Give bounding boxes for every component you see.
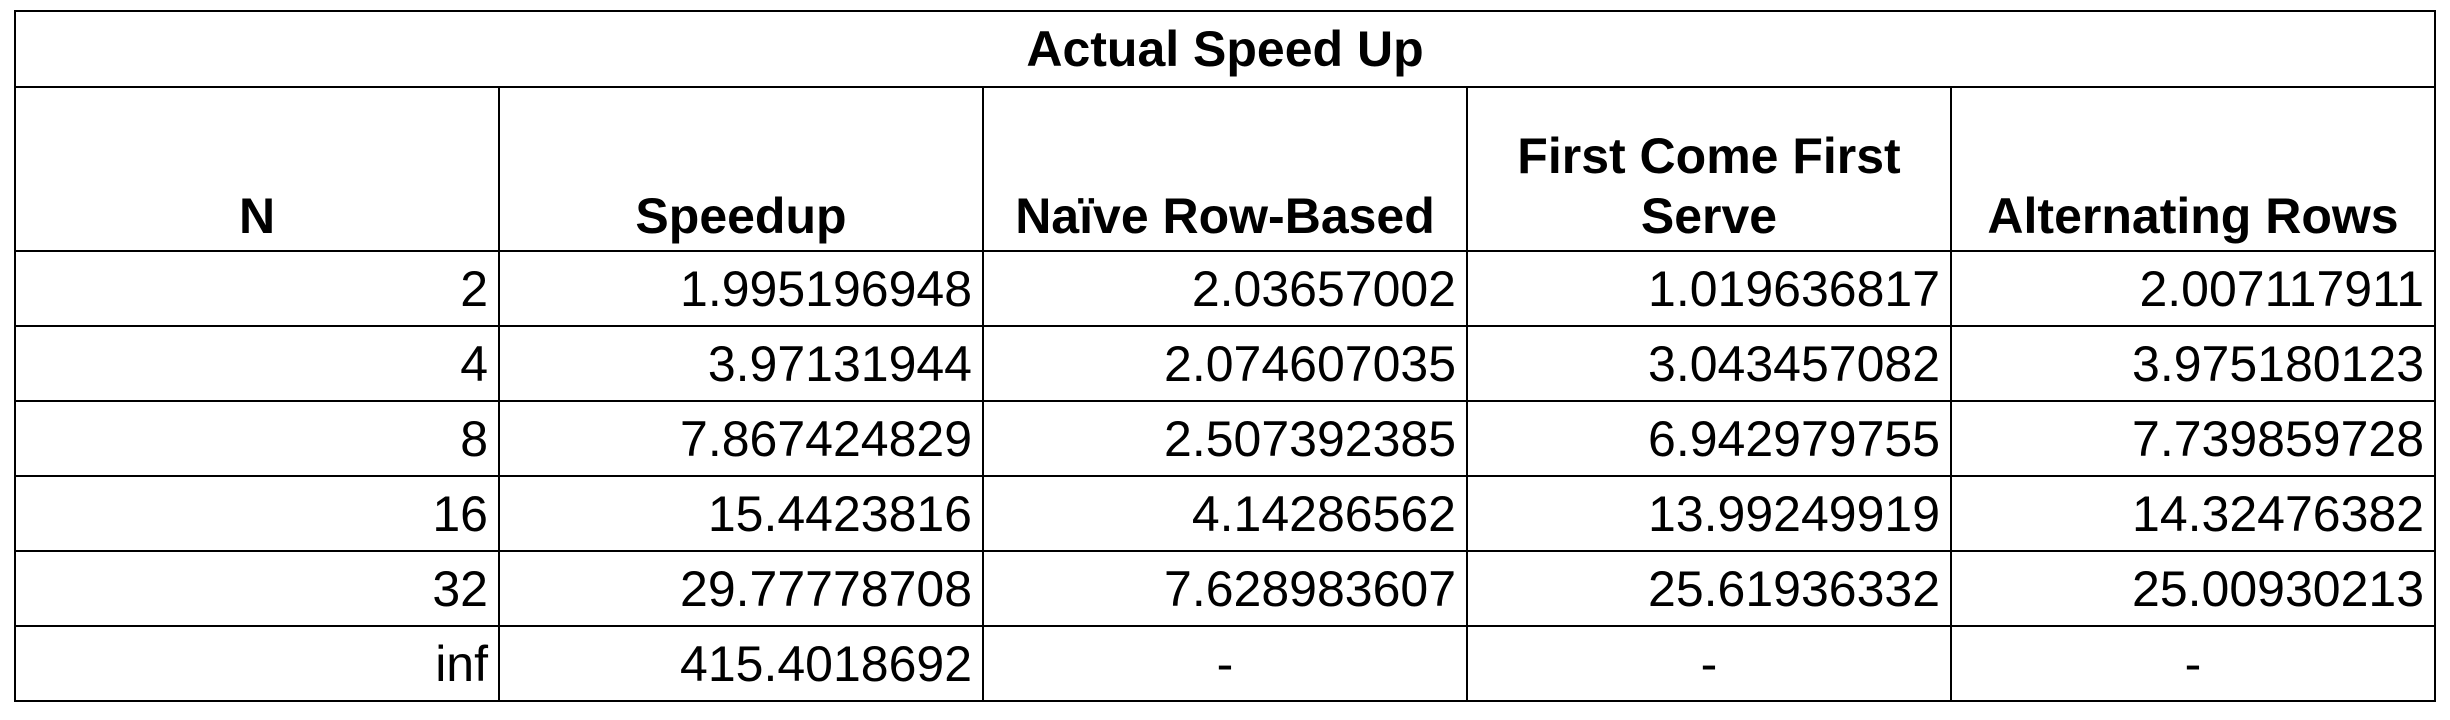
table-row: 16 15.4423816 4.14286562 13.99249919 14.3247… — [14, 475, 2436, 552]
cell-n: 2 — [14, 250, 500, 327]
cell-speedup: 29.77778708 — [498, 550, 984, 627]
cell-speedup: 415.4018692 — [498, 625, 984, 702]
table-row: 4 3.97131944 2.074607035 3.043457082 3.97518… — [14, 325, 2436, 402]
cell-first-come-first-serve: 6.942979755 — [1466, 400, 1952, 477]
column-header-first-come-first-serve: First Come First Serve — [1466, 86, 1952, 252]
table-row: 32 29.77778708 7.628983607 25.61936332 25.00… — [14, 550, 2436, 627]
cell-first-come-first-serve: 3.043457082 — [1466, 325, 1952, 402]
cell-alternating-rows: 3.975180123 — [1950, 325, 2436, 402]
cell-naive-row-based: 2.074607035 — [982, 325, 1468, 402]
header-row: N Speedup Naïve Row-Based First Come Fir… — [14, 86, 2436, 252]
cell-first-come-first-serve: 13.99249919 — [1466, 475, 1952, 552]
cell-n: 4 — [14, 325, 500, 402]
cell-alternating-rows: - — [1950, 625, 2436, 702]
table-row: 8 7.867424829 2.507392385 6.942979755 7.7398… — [14, 400, 2436, 477]
cell-first-come-first-serve: 1.019636817 — [1466, 250, 1952, 327]
column-header-alternating-rows: Alternating Rows — [1950, 86, 2436, 252]
cell-first-come-first-serve: - — [1466, 625, 1952, 702]
table-title: Actual Speed Up — [14, 10, 2436, 88]
cell-n: 8 — [14, 400, 500, 477]
cell-n: inf — [14, 625, 500, 702]
cell-speedup: 7.867424829 — [498, 400, 984, 477]
column-header-naive-row-based: Naïve Row-Based — [982, 86, 1468, 252]
speedup-table: Actual Speed Up N Speedup Naïve Row-Base… — [14, 10, 2436, 702]
cell-alternating-rows: 7.739859728 — [1950, 400, 2436, 477]
cell-speedup: 15.4423816 — [498, 475, 984, 552]
cell-alternating-rows: 14.32476382 — [1950, 475, 2436, 552]
cell-alternating-rows: 25.00930213 — [1950, 550, 2436, 627]
column-header-n: N — [14, 86, 500, 252]
cell-naive-row-based: 2.507392385 — [982, 400, 1468, 477]
cell-naive-row-based: 7.628983607 — [982, 550, 1468, 627]
cell-naive-row-based: 2.03657002 — [982, 250, 1468, 327]
cell-naive-row-based: 4.14286562 — [982, 475, 1468, 552]
cell-speedup: 1.995196948 — [498, 250, 984, 327]
cell-speedup: 3.97131944 — [498, 325, 984, 402]
cell-n: 16 — [14, 475, 500, 552]
title-row: Actual Speed Up — [14, 10, 2436, 88]
cell-first-come-first-serve: 25.61936332 — [1466, 550, 1952, 627]
table-row: inf 415.4018692- - - — [14, 625, 2436, 702]
column-header-speedup: Speedup — [498, 86, 984, 252]
cell-naive-row-based: - — [982, 625, 1468, 702]
table-row: 2 1.995196948 2.03657002 1.019636817 2.00711… — [14, 250, 2436, 327]
cell-n: 32 — [14, 550, 500, 627]
cell-alternating-rows: 2.007117911 — [1950, 250, 2436, 327]
